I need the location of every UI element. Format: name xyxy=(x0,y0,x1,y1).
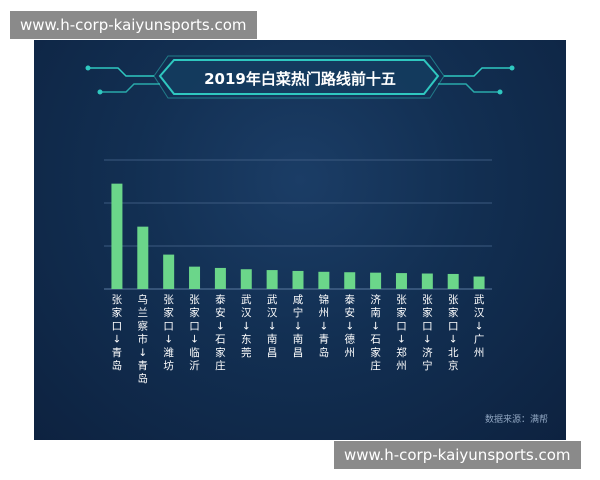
category-label: 张家口↓临沂 xyxy=(189,294,200,372)
bar xyxy=(421,273,433,289)
circuit-node-right-2 xyxy=(497,89,503,95)
circuit-node-right xyxy=(509,65,515,71)
bar xyxy=(214,267,226,289)
bar xyxy=(189,266,201,289)
chart-panel: 2019年白菜热门路线前十五 张家口↓青岛 乌兰察市↓青岛 张家口↓潍坊 张家口↓临沂… xyxy=(34,40,566,440)
circuit-line-left xyxy=(88,67,154,77)
category-label: 武汉↓广州 xyxy=(474,293,485,359)
circuit-line-left-2 xyxy=(100,83,160,93)
category-label: 张家口↓北京 xyxy=(448,294,459,372)
circuit-line-right xyxy=(444,67,512,77)
bar xyxy=(240,269,252,289)
bar xyxy=(292,270,304,289)
category-label: 济南↓石家庄 xyxy=(370,293,381,372)
watermark-bottom: www.h-corp-kaiyunsports.com xyxy=(334,441,581,469)
category-label: 泰安↓德州 xyxy=(344,293,355,359)
bars xyxy=(111,183,485,289)
category-label: 武汉↓东莞 xyxy=(241,293,252,359)
gridlines xyxy=(104,159,492,290)
circuit-node-left xyxy=(85,65,91,71)
bar xyxy=(318,271,330,289)
category-label: 锦州↓青岛 xyxy=(319,293,330,359)
chart-title: 2019年白菜热门路线前十五 xyxy=(204,70,396,88)
bar xyxy=(395,273,407,289)
title-frame xyxy=(85,55,515,99)
category-label: 张家口↓郑州 xyxy=(396,294,407,372)
bar xyxy=(370,272,382,289)
category-label: 张家口↓济宁 xyxy=(422,294,433,372)
category-label: 武汉↓南昌 xyxy=(267,293,278,359)
bar xyxy=(266,270,278,289)
category-label: 张家口↓青岛 xyxy=(112,294,123,372)
category-labels: 张家口↓青岛 乌兰察市↓青岛 张家口↓潍坊 张家口↓临沂 泰安↓石家庄 武汉↓东莞 武汉↓南… xyxy=(112,293,485,385)
category-label: 乌兰察市↓青岛 xyxy=(138,293,149,385)
category-label: 张家口↓潍坊 xyxy=(163,294,174,372)
bar xyxy=(137,226,149,289)
circuit-node-left-2 xyxy=(97,89,103,95)
bar xyxy=(111,183,123,289)
bar xyxy=(473,276,485,289)
bar xyxy=(163,254,175,289)
watermark-top: www.h-corp-kaiyunsports.com xyxy=(10,11,257,39)
category-label: 泰安↓石家庄 xyxy=(215,293,226,372)
circuit-line-right-2 xyxy=(438,83,500,93)
category-label: 咸宁↓南昌 xyxy=(293,294,304,359)
title-frame-outline xyxy=(158,59,440,95)
bar xyxy=(344,272,356,289)
data-source-note: 数据来源：满帮 xyxy=(484,415,548,425)
bar xyxy=(447,273,459,289)
chart-svg: 2019年白菜热门路线前十五 张家口↓青岛 乌兰察市↓青岛 张家口↓潍坊 张家口↓临沂… xyxy=(85,55,515,385)
